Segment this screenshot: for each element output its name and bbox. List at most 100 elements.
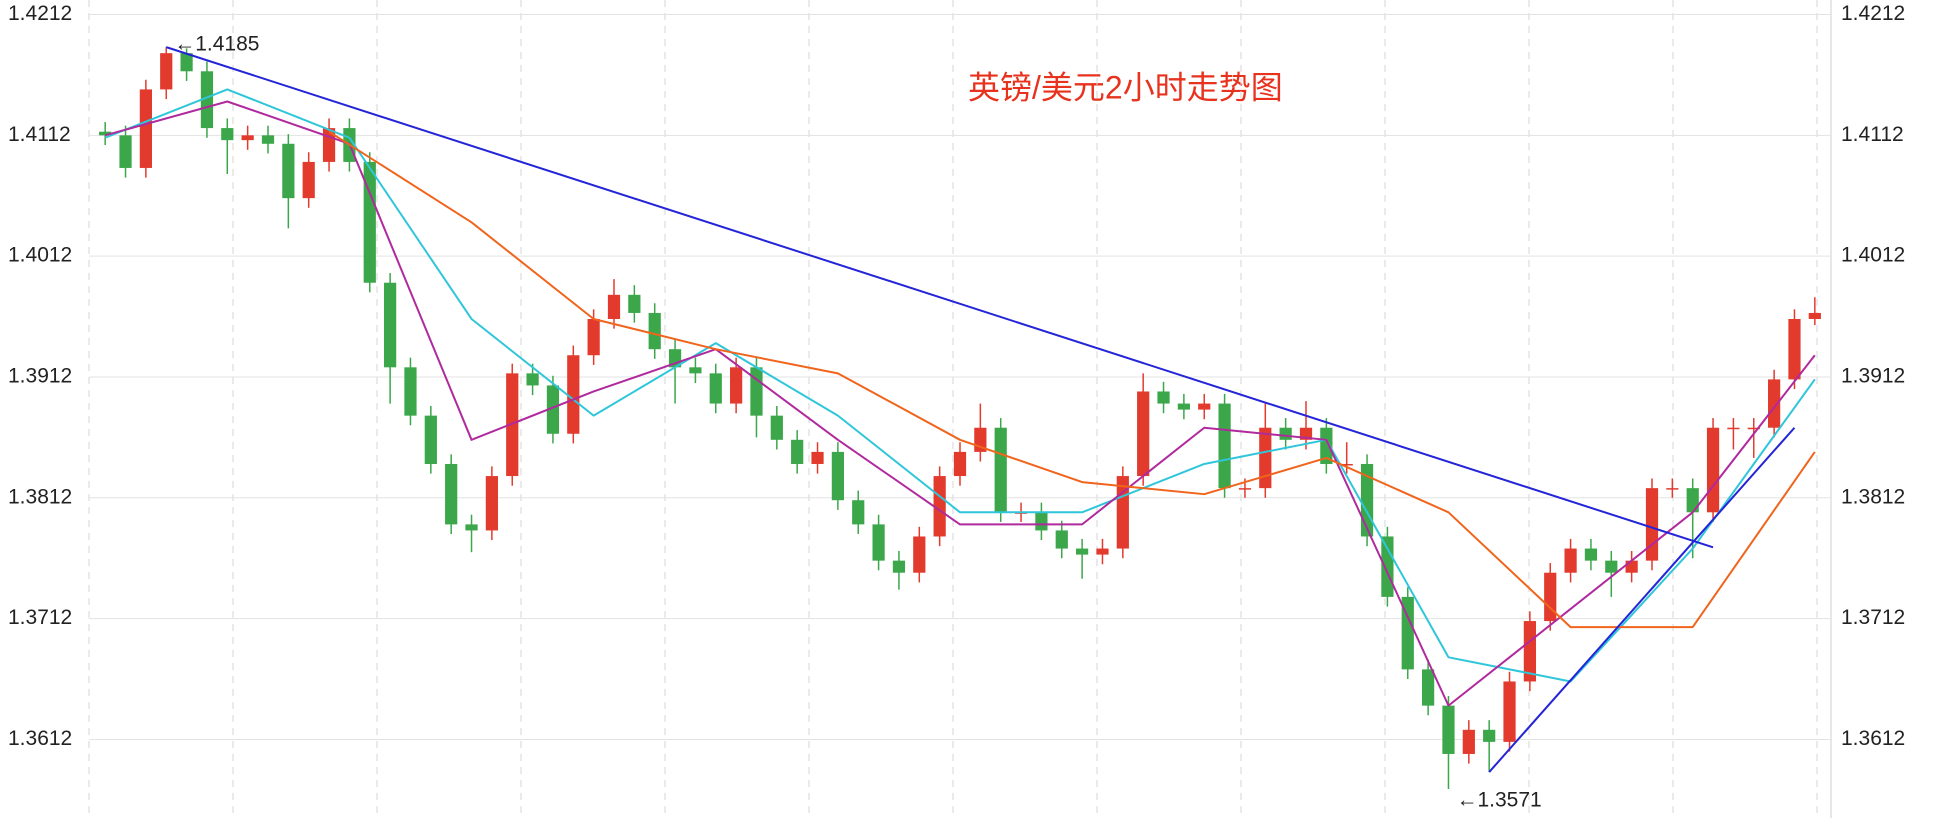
y-tick-label-left: 1.3712 <box>8 606 72 629</box>
candle-body <box>750 367 763 416</box>
candle-body <box>1238 488 1252 490</box>
candle-body <box>526 373 539 386</box>
candle-body <box>282 143 295 199</box>
candle-body <box>933 476 946 537</box>
candle-body <box>628 294 641 313</box>
candle-body <box>1320 427 1333 464</box>
y-tick-label-left: 1.3912 <box>8 365 72 388</box>
candle-body <box>180 53 193 72</box>
y-tick-label-left: 1.3812 <box>8 485 72 508</box>
candle-body <box>587 318 600 356</box>
candle-body <box>1747 427 1760 430</box>
candle-body <box>811 451 824 464</box>
candle-body <box>1157 391 1170 404</box>
candle-body <box>363 161 376 283</box>
candle-body <box>1096 548 1109 555</box>
candle-body <box>648 312 661 350</box>
candle-body <box>730 367 743 404</box>
price-annotation: ←1.3571 <box>1456 789 1541 812</box>
candle-body <box>1584 548 1598 561</box>
candle-body <box>119 135 132 168</box>
candle-body <box>1727 427 1740 430</box>
candle-body <box>689 367 702 374</box>
candle-body <box>1340 463 1353 466</box>
candle-body <box>1137 391 1150 477</box>
candle-body <box>445 463 458 525</box>
candle-body <box>261 135 275 144</box>
price-annotation: ←1.4185 <box>174 33 259 56</box>
y-tick-label-left: 1.3612 <box>8 727 72 750</box>
candle-body <box>709 373 722 404</box>
candle-body <box>404 367 417 416</box>
candle-body <box>241 135 254 141</box>
candle-body <box>1645 488 1659 561</box>
candle-body <box>1808 312 1821 319</box>
candle-body <box>160 53 173 90</box>
candle-body <box>1483 729 1496 742</box>
trend-line <box>165 46 1714 549</box>
candle-body <box>485 476 498 531</box>
y-tick-label-right: 1.3912 <box>1841 365 1905 388</box>
candle-body <box>607 294 621 319</box>
moving-average <box>104 88 1816 683</box>
chart-title: 英镑/美元2小时走势图 <box>968 69 1283 105</box>
trend-line <box>1488 427 1796 773</box>
candle-body <box>1768 379 1781 428</box>
candle-body <box>1462 729 1475 754</box>
candle-body <box>424 415 437 464</box>
candle-body <box>1625 560 1638 573</box>
candle-body <box>1076 548 1089 555</box>
y-tick-label-right: 1.3712 <box>1841 606 1905 629</box>
candle-body <box>221 128 234 141</box>
candle-body <box>1055 530 1068 549</box>
candle-body <box>1259 427 1272 489</box>
candle-body <box>831 451 844 501</box>
candle-body <box>953 451 967 477</box>
candle-body <box>1544 572 1557 622</box>
candle-body <box>567 355 580 434</box>
candle-body <box>1686 488 1699 513</box>
candle-body <box>1035 512 1048 531</box>
y-tick-label-right: 1.3812 <box>1841 485 1905 508</box>
y-tick-label-right: 1.4012 <box>1841 244 1905 267</box>
y-tick-label-right: 1.4212 <box>1841 2 1905 25</box>
candle-body <box>791 439 804 464</box>
candle-body <box>546 385 560 434</box>
y-tick-label-right: 1.4112 <box>1841 123 1904 146</box>
candle-body <box>139 89 152 168</box>
candle-body <box>384 282 397 368</box>
candle-body <box>892 560 906 573</box>
y-tick-label-left: 1.4212 <box>8 2 72 25</box>
moving-average <box>104 100 1816 707</box>
candle-body <box>994 427 1007 513</box>
y-tick-label-right: 1.3612 <box>1841 727 1905 750</box>
candle-body <box>465 524 478 531</box>
y-tick-label-left: 1.4112 <box>8 123 71 146</box>
candle-body <box>322 128 336 162</box>
moving-average <box>328 130 1816 629</box>
candle-body <box>200 71 214 129</box>
y-tick-label-left: 1.4012 <box>8 244 72 267</box>
candle-body <box>1666 488 1679 490</box>
candle-body <box>1401 596 1414 670</box>
candle-body <box>302 161 315 199</box>
candle-body <box>1523 621 1536 682</box>
candle-body <box>99 131 112 136</box>
candle-body <box>1177 403 1190 410</box>
candle-body <box>852 500 865 525</box>
candle-body <box>1218 403 1231 489</box>
candle-body <box>1503 681 1516 742</box>
candle-body <box>1605 560 1618 573</box>
candle-body <box>1564 548 1577 573</box>
candle-body <box>1442 705 1455 754</box>
candle-body <box>872 524 885 561</box>
candle-body <box>1706 427 1720 513</box>
candle-body <box>1381 536 1394 597</box>
candle-body <box>1422 669 1435 706</box>
candle-body <box>770 415 783 440</box>
candle-body <box>913 536 926 573</box>
candle-body <box>1279 427 1292 440</box>
candle-body <box>1788 318 1801 380</box>
candle-body <box>1198 403 1211 410</box>
